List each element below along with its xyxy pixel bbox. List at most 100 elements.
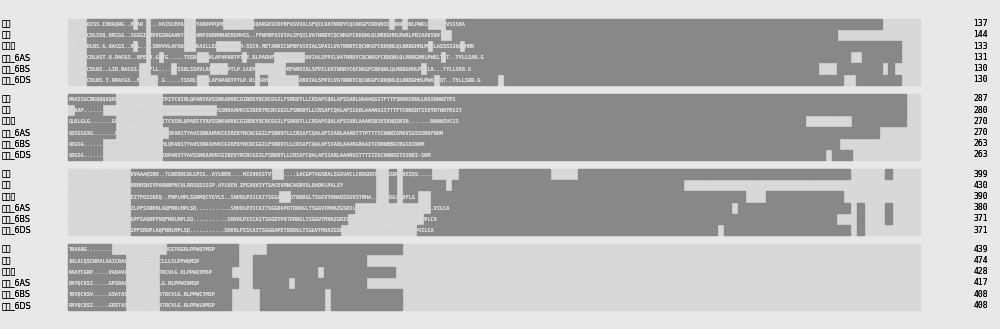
Bar [794,169,801,179]
Bar [379,105,386,115]
Bar [622,150,629,160]
Bar [690,94,697,104]
Text: 小麦_6BS: 小麦_6BS [2,290,31,299]
Bar [785,41,792,51]
Bar [102,94,109,104]
Bar [95,127,102,138]
Bar [710,139,717,149]
Bar [359,244,366,254]
Bar [548,30,555,40]
Bar [271,150,278,160]
Bar [164,63,170,74]
Bar [859,94,866,104]
Bar [859,105,866,115]
Bar [514,150,521,160]
Bar [731,139,737,149]
Bar [363,63,369,74]
Bar [410,180,417,190]
Bar [318,94,325,104]
Text: 263: 263 [973,150,988,159]
Bar [734,52,741,63]
Bar [568,94,575,104]
Bar [562,139,568,149]
Bar [194,225,201,235]
Bar [175,255,182,266]
Bar [689,41,696,51]
Bar [241,63,247,74]
Text: 玉米: 玉米 [2,170,12,179]
Bar [274,278,281,288]
Bar [759,225,766,235]
Bar [102,127,109,138]
Bar [395,30,401,40]
Bar [312,180,319,190]
Bar [299,41,305,51]
Bar [582,116,589,126]
Bar [792,105,798,115]
Bar [773,19,779,29]
Bar [606,52,613,63]
Bar [645,30,651,40]
Bar [446,75,452,85]
Bar [230,127,237,138]
Bar [253,266,260,277]
Bar [309,255,316,266]
Bar [298,116,305,126]
Bar [822,214,829,224]
Bar [599,191,606,202]
Bar [453,139,460,149]
Bar [683,191,690,202]
Bar [286,19,292,29]
Bar [369,75,375,85]
Bar [466,169,473,179]
Bar [196,63,203,74]
Bar [787,191,794,202]
Bar [106,41,113,51]
Bar [459,169,466,179]
Text: 短柄草: 短柄草 [2,117,16,126]
Bar [625,63,632,74]
Bar [709,41,715,51]
Bar [324,278,331,288]
Bar [734,75,741,85]
Bar [393,116,399,126]
Bar [352,94,359,104]
Bar [643,150,650,160]
Bar [487,139,494,149]
Bar [645,19,651,29]
Bar [299,19,305,29]
Bar [780,203,787,213]
Bar [264,169,271,179]
Bar [267,19,273,29]
Bar [169,139,176,149]
Bar [145,180,152,190]
Bar [210,139,217,149]
Bar [250,169,257,179]
Bar [478,63,484,74]
Bar [514,127,521,138]
Bar [372,139,379,149]
Bar [356,52,363,63]
Bar [68,139,75,149]
Text: KAAYCGRP.....VADAVCPATT...DTQTRCVLG.RLPPWQTMSP: KAAYCGRP.....VADAVCPATT...DTQTRCVLG.RLPP… [69,269,213,274]
Bar [95,150,102,160]
Bar [664,41,670,51]
Bar [548,63,555,74]
Bar [166,203,173,213]
Bar [331,19,337,29]
Bar [332,94,338,104]
Bar [697,214,704,224]
Bar [578,225,585,235]
Bar [478,30,484,40]
Bar [203,255,210,266]
Bar [670,94,677,104]
Bar [677,30,683,40]
Bar [522,214,529,224]
Bar [82,244,89,254]
Bar [361,169,368,179]
Bar [478,41,484,51]
Bar [541,94,548,104]
Bar [616,139,622,149]
Bar [523,75,529,85]
Bar [657,52,664,63]
